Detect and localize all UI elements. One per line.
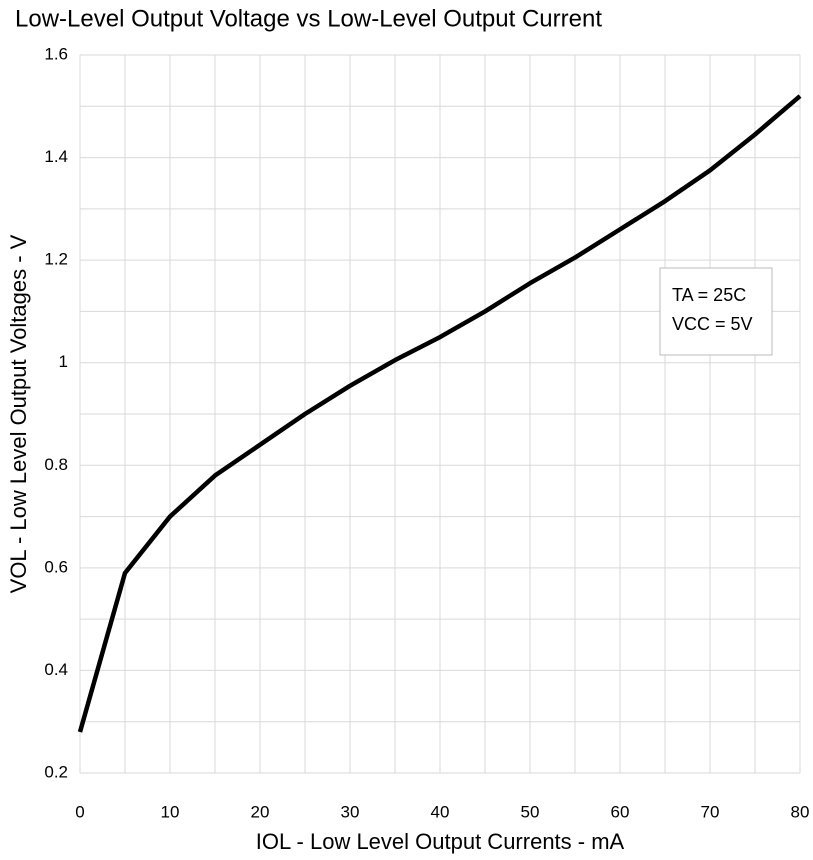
x-tick-label: 60 — [611, 802, 630, 821]
x-axis-label: IOL - Low Level Output Currents - mA — [256, 829, 625, 854]
y-tick-label: 0.4 — [44, 660, 68, 679]
x-tick-label: 50 — [521, 802, 540, 821]
y-tick-label: 1.4 — [44, 147, 68, 166]
x-tick-label: 20 — [251, 802, 270, 821]
annotation-box — [659, 267, 773, 356]
x-tick-label: 10 — [161, 802, 180, 821]
y-tick-label: 1.6 — [44, 44, 68, 63]
x-tick-label: 70 — [701, 802, 720, 821]
y-tick-label: 0.6 — [44, 557, 68, 576]
y-tick-label: 1.2 — [44, 250, 68, 269]
x-tick-label: 80 — [791, 802, 810, 821]
y-tick-label: 1 — [59, 352, 68, 371]
annotation: TA = 25C — [672, 285, 746, 305]
x-tick-label: 0 — [75, 802, 84, 821]
x-tick-label: 30 — [341, 802, 360, 821]
y-axis-label: VOL - Low Level Output Voltages - V — [6, 234, 31, 593]
chart-title: Low-Level Output Voltage vs Low-Level Ou… — [15, 5, 602, 32]
data-line — [77, 94, 802, 733]
annotation: VCC = 5V — [672, 314, 753, 334]
y-tick-label: 0.2 — [44, 762, 68, 781]
y-tick-label: 0.8 — [44, 455, 68, 474]
x-tick-label: 40 — [431, 802, 450, 821]
